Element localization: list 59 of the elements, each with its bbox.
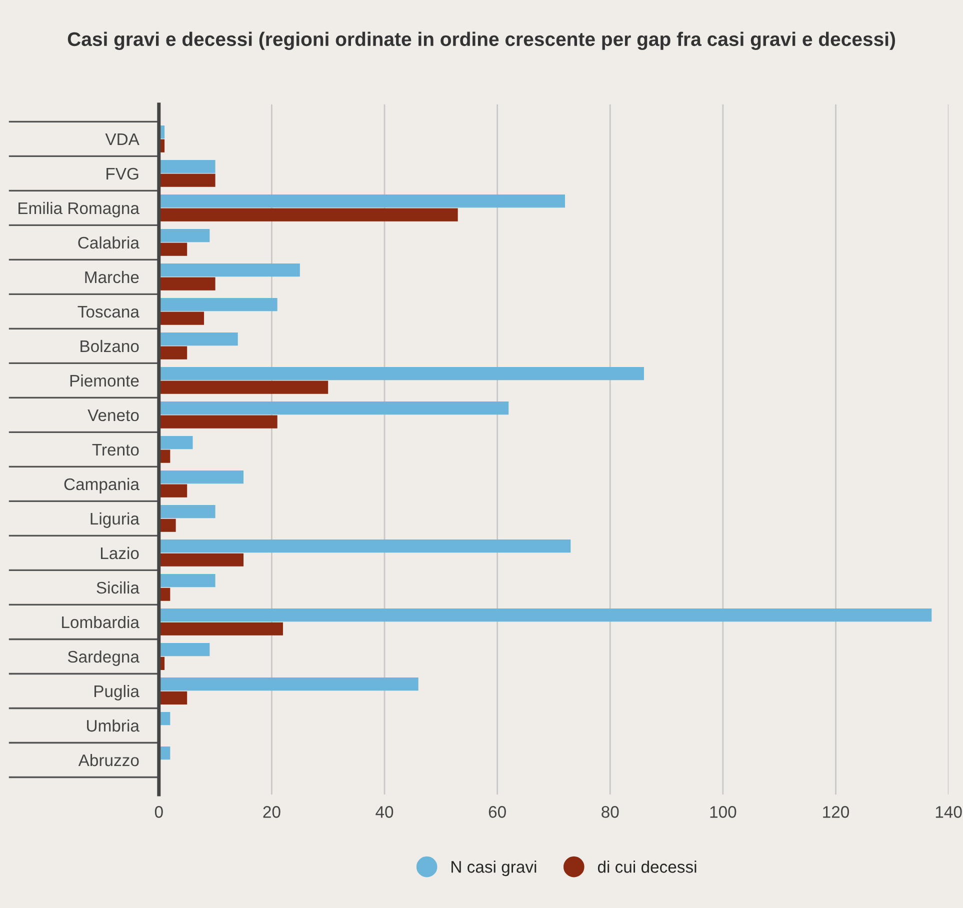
bar (158, 608, 932, 622)
y-tick-label: Toscana (78, 306, 140, 318)
x-tick-label: 40 (376, 806, 394, 818)
y-tick-label: Abruzzo (78, 754, 139, 766)
bar (158, 415, 278, 428)
y-tick-label: Lazio (100, 546, 139, 560)
y-tick-label: Sardegna (68, 650, 140, 666)
y-tick-label: FVG (106, 168, 138, 180)
bar (158, 208, 458, 222)
y-tick-label: Sicilia (96, 581, 140, 594)
y-tick-label: Piemonte (70, 374, 139, 387)
legend-label: N casi gravi (452, 860, 536, 876)
x-tick-label: 120 (823, 806, 849, 818)
y-tick-label: VDA (105, 133, 140, 145)
y-tick-label: Umbria (87, 719, 140, 732)
bar (158, 366, 644, 380)
y-tick-label: Liguria (90, 512, 140, 528)
bar (158, 484, 188, 498)
bar (158, 228, 210, 242)
chart-title: Casi gravi e decessi (regioni ordinate in ordine crescente per gap fra casi gravi e decessi) (68, 32, 896, 50)
x-tick-label: 60 (488, 806, 506, 818)
bar (158, 312, 204, 325)
bar (158, 574, 216, 588)
bar (158, 505, 216, 518)
y-tick-label: Emilia Romagna (18, 202, 140, 218)
bar (158, 298, 278, 312)
bar (158, 622, 283, 636)
x-tick-label: 80 (602, 806, 619, 818)
bar (158, 470, 244, 484)
bar (158, 540, 571, 553)
y-tick-label: Calabria (78, 236, 140, 249)
x-tick-label: 0 (154, 806, 163, 818)
bar (158, 402, 509, 415)
y-tick-label: Bolzano (80, 340, 139, 352)
x-tick-label: 140 (936, 806, 962, 818)
y-tick-label: Campania (64, 478, 140, 494)
bar (158, 174, 216, 187)
bar (158, 160, 216, 174)
bar (158, 380, 328, 394)
bar (158, 691, 188, 704)
bar (158, 242, 188, 256)
legend-label: di cui decessi (598, 860, 696, 873)
bar (158, 277, 216, 290)
x-tick-label: 100 (710, 806, 736, 818)
bar (158, 518, 176, 532)
y-tick-label: Veneto (88, 410, 139, 422)
bar (158, 346, 188, 360)
bar (158, 263, 300, 277)
y-tick-label: Lombardia (62, 616, 140, 628)
y-tick-label: Marche (85, 270, 139, 284)
bar (158, 553, 244, 566)
bar (158, 194, 566, 208)
bar (158, 678, 418, 691)
x-tick-label: 20 (263, 806, 280, 818)
bar (158, 436, 193, 450)
y-tick-label: Puglia (94, 684, 140, 700)
bar (158, 643, 210, 656)
y-tick-label: Trento (92, 444, 139, 456)
bar (158, 332, 238, 346)
